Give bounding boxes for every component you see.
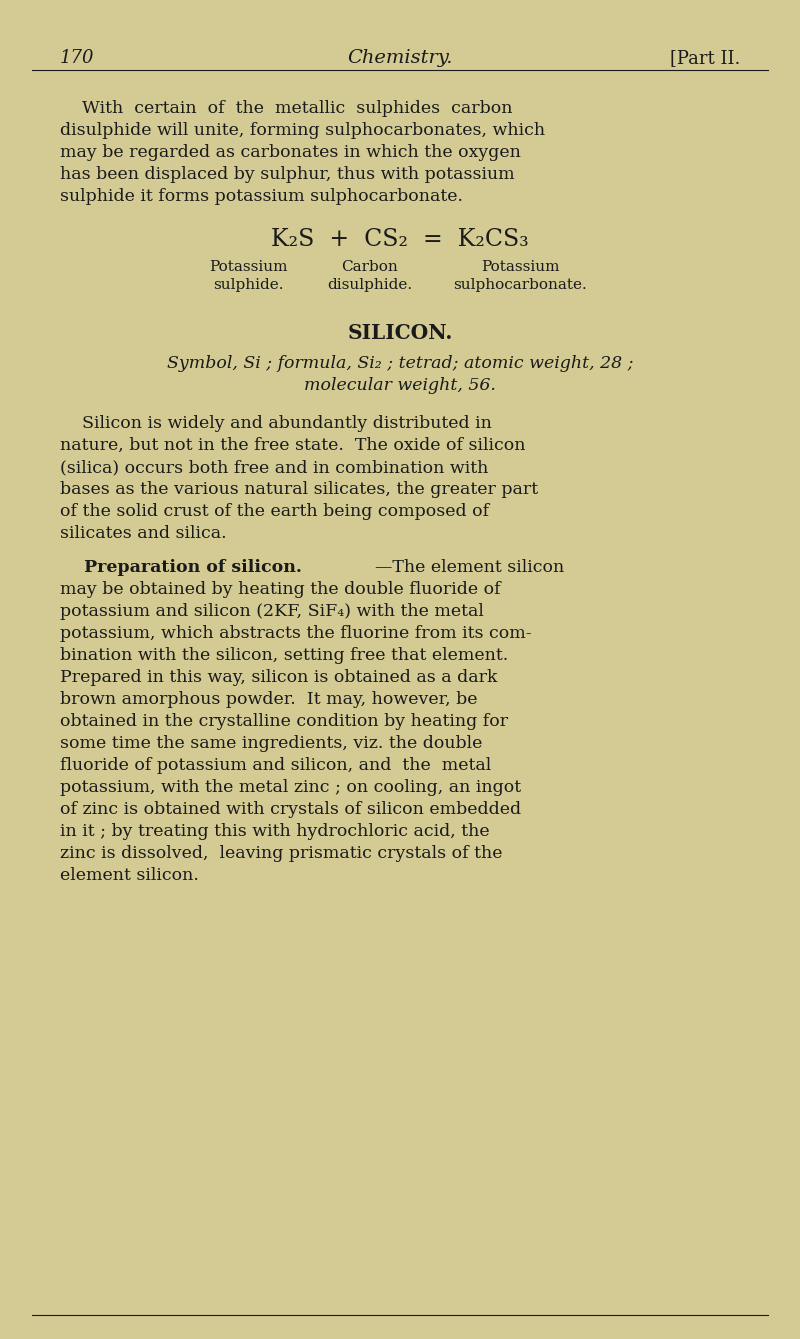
Text: SILICON.: SILICON. (347, 323, 453, 343)
Text: element silicon.: element silicon. (60, 866, 199, 884)
Text: brown amorphous powder.  It may, however, be: brown amorphous powder. It may, however,… (60, 691, 478, 708)
Text: Preparation of silicon.: Preparation of silicon. (60, 558, 302, 576)
Text: (silica) occurs both free and in combination with: (silica) occurs both free and in combina… (60, 459, 488, 475)
Text: of the solid crust of the earth being composed of: of the solid crust of the earth being co… (60, 503, 489, 520)
Text: sulphocarbonate.: sulphocarbonate. (453, 279, 587, 292)
Text: sulphide it forms potassium sulphocarbonate.: sulphide it forms potassium sulphocarbon… (60, 187, 463, 205)
Text: potassium and silicon (2KF, SiF₄) with the metal: potassium and silicon (2KF, SiF₄) with t… (60, 603, 484, 620)
Text: K₂S  +  CS₂  =  K₂CS₃: K₂S + CS₂ = K₂CS₃ (271, 228, 529, 250)
Text: bination with the silicon, setting free that element.: bination with the silicon, setting free … (60, 647, 508, 664)
Text: may be obtained by heating the double fluoride of: may be obtained by heating the double fl… (60, 581, 501, 599)
Text: disulphide.: disulphide. (327, 279, 413, 292)
Text: obtained in the crystalline condition by heating for: obtained in the crystalline condition by… (60, 712, 508, 730)
Text: fluoride of potassium and silicon, and  the  metal: fluoride of potassium and silicon, and t… (60, 757, 491, 774)
Text: nature, but not in the free state.  The oxide of silicon: nature, but not in the free state. The o… (60, 437, 526, 454)
Text: Potassium: Potassium (481, 260, 559, 274)
Text: With  certain  of  the  metallic  sulphides  carbon: With certain of the metallic sulphides c… (60, 100, 513, 116)
Text: Prepared in this way, silicon is obtained as a dark: Prepared in this way, silicon is obtaine… (60, 670, 498, 686)
Text: potassium, which abstracts the fluorine from its com-: potassium, which abstracts the fluorine … (60, 625, 532, 641)
Text: silicates and silica.: silicates and silica. (60, 525, 226, 542)
Text: sulphide.: sulphide. (213, 279, 283, 292)
Text: [Part II.: [Part II. (670, 50, 740, 67)
Text: Potassium: Potassium (209, 260, 287, 274)
Text: Symbol, Si ; formula, Si₂ ; tetrad; atomic weight, 28 ;: Symbol, Si ; formula, Si₂ ; tetrad; atom… (166, 355, 634, 372)
Text: Carbon: Carbon (342, 260, 398, 274)
Text: some time the same ingredients, viz. the double: some time the same ingredients, viz. the… (60, 735, 482, 753)
Text: Silicon is widely and abundantly distributed in: Silicon is widely and abundantly distrib… (60, 415, 492, 432)
Text: has been displaced by sulphur, thus with potassium: has been displaced by sulphur, thus with… (60, 166, 514, 183)
Text: —The element silicon: —The element silicon (375, 558, 564, 576)
Text: Chemistry.: Chemistry. (347, 50, 453, 67)
Text: may be regarded as carbonates in which the oxygen: may be regarded as carbonates in which t… (60, 145, 521, 161)
Text: in it ; by treating this with hydrochloric acid, the: in it ; by treating this with hydrochlor… (60, 823, 490, 840)
Text: molecular weight, 56.: molecular weight, 56. (304, 378, 496, 394)
Text: bases as the various natural silicates, the greater part: bases as the various natural silicates, … (60, 481, 538, 498)
Text: 170: 170 (60, 50, 94, 67)
Text: potassium, with the metal zinc ; on cooling, an ingot: potassium, with the metal zinc ; on cool… (60, 779, 521, 795)
Text: disulphide will unite, forming sulphocarbonates, which: disulphide will unite, forming sulphocar… (60, 122, 545, 139)
Text: zinc is dissolved,  leaving prismatic crystals of the: zinc is dissolved, leaving prismatic cry… (60, 845, 502, 862)
Text: of zinc is obtained with crystals of silicon embedded: of zinc is obtained with crystals of sil… (60, 801, 521, 818)
